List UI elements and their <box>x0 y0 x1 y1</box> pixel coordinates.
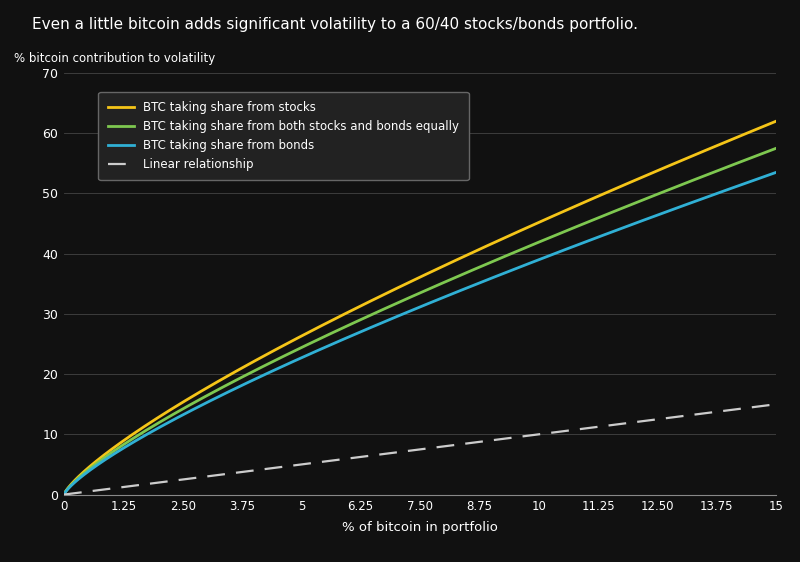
BTC taking share from bonds <box>548 251 558 257</box>
BTC taking share from stocks <box>373 294 382 301</box>
BTC taking share from both stocks and bonds equally <box>59 491 69 498</box>
BTC taking share from bonds <box>627 221 637 228</box>
Line: BTC taking share from both stocks and bonds equally: BTC taking share from both stocks and bo… <box>64 148 776 495</box>
BTC taking share from both stocks and bonds equally <box>771 145 781 152</box>
Line: Linear relationship: Linear relationship <box>64 404 776 495</box>
Text: % bitcoin contribution to volatility: % bitcoin contribution to volatility <box>14 52 215 65</box>
BTC taking share from stocks <box>614 184 624 191</box>
Linear relationship <box>771 401 781 407</box>
BTC taking share from bonds <box>614 226 624 233</box>
Legend: BTC taking share from stocks, BTC taking share from both stocks and bonds equall: BTC taking share from stocks, BTC taking… <box>98 92 469 180</box>
Text: Even a little bitcoin adds significant volatility to a 60/40 stocks/bonds portfo: Even a little bitcoin adds significant v… <box>32 17 638 32</box>
BTC taking share from stocks <box>771 118 781 125</box>
BTC taking share from bonds <box>59 491 69 498</box>
BTC taking share from both stocks and bonds equally <box>548 233 558 239</box>
BTC taking share from both stocks and bonds equally <box>132 433 142 439</box>
Line: BTC taking share from stocks: BTC taking share from stocks <box>64 121 776 495</box>
Linear relationship <box>548 429 558 436</box>
BTC taking share from stocks <box>347 307 357 314</box>
BTC taking share from stocks <box>627 178 637 185</box>
Linear relationship <box>347 455 357 461</box>
Linear relationship <box>627 419 637 426</box>
BTC taking share from both stocks and bonds equally <box>373 309 382 315</box>
Linear relationship <box>373 451 382 458</box>
BTC taking share from both stocks and bonds equally <box>627 201 637 207</box>
BTC taking share from bonds <box>132 437 142 443</box>
BTC taking share from bonds <box>347 332 357 339</box>
X-axis label: % of bitcoin in portfolio: % of bitcoin in portfolio <box>342 522 498 534</box>
BTC taking share from stocks <box>59 491 69 498</box>
Linear relationship <box>132 482 142 489</box>
BTC taking share from both stocks and bonds equally <box>347 320 357 327</box>
Line: BTC taking share from bonds: BTC taking share from bonds <box>64 173 776 495</box>
Linear relationship <box>59 491 69 498</box>
BTC taking share from stocks <box>132 428 142 435</box>
BTC taking share from both stocks and bonds equally <box>614 206 624 213</box>
BTC taking share from bonds <box>373 321 382 328</box>
Linear relationship <box>614 421 624 428</box>
BTC taking share from bonds <box>771 169 781 176</box>
BTC taking share from stocks <box>548 213 558 220</box>
